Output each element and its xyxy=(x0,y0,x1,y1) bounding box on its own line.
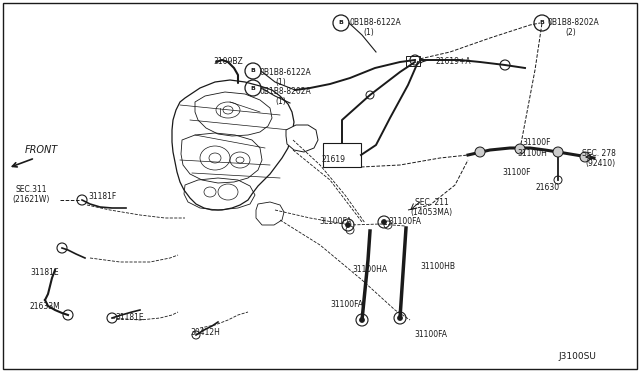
Circle shape xyxy=(346,222,351,228)
Text: SEC. 278: SEC. 278 xyxy=(582,149,616,158)
Text: 0B1B8-8202A: 0B1B8-8202A xyxy=(259,87,311,96)
Text: 3L100FA: 3L100FA xyxy=(319,217,351,226)
Text: 0B1B8-6122A: 0B1B8-6122A xyxy=(349,18,401,27)
Text: 31100FA: 31100FA xyxy=(388,217,421,226)
Text: (2): (2) xyxy=(565,28,576,37)
Text: 31100H: 31100H xyxy=(517,149,547,158)
Text: B: B xyxy=(540,20,545,26)
Circle shape xyxy=(360,317,365,323)
Circle shape xyxy=(553,147,563,157)
Text: (14053MA): (14053MA) xyxy=(410,208,452,217)
Text: B: B xyxy=(251,86,255,90)
Text: (21621W): (21621W) xyxy=(12,195,49,204)
Text: B: B xyxy=(251,68,255,74)
Circle shape xyxy=(515,144,525,154)
Text: (92410): (92410) xyxy=(585,159,615,168)
Text: 21630: 21630 xyxy=(536,183,560,192)
Text: SEC.311: SEC.311 xyxy=(15,185,47,194)
Circle shape xyxy=(397,315,403,321)
Text: 31100F: 31100F xyxy=(502,168,531,177)
Text: 31181F: 31181F xyxy=(88,192,116,201)
PathPatch shape xyxy=(256,202,284,225)
Text: 21619: 21619 xyxy=(321,155,345,164)
Text: (1): (1) xyxy=(275,78,285,87)
Text: 31100F: 31100F xyxy=(522,138,550,147)
Text: 0B1B8-8202A: 0B1B8-8202A xyxy=(547,18,599,27)
Text: 3109BZ: 3109BZ xyxy=(213,57,243,66)
Text: SEC. 211: SEC. 211 xyxy=(415,198,449,207)
Text: FRONT: FRONT xyxy=(25,145,58,155)
Bar xyxy=(406,56,420,66)
Text: (1): (1) xyxy=(275,97,285,106)
Text: (1): (1) xyxy=(363,28,374,37)
Circle shape xyxy=(381,219,387,224)
Text: B: B xyxy=(339,20,344,26)
Text: 31181E: 31181E xyxy=(115,313,143,322)
Text: 31181E: 31181E xyxy=(30,268,59,277)
Text: 21619+A: 21619+A xyxy=(436,57,472,66)
Text: 31100FA: 31100FA xyxy=(414,330,447,339)
Text: 31100HB: 31100HB xyxy=(420,262,455,271)
Text: 30412H: 30412H xyxy=(190,328,220,337)
Text: 0B1B8-6122A: 0B1B8-6122A xyxy=(259,68,311,77)
PathPatch shape xyxy=(172,80,294,210)
Text: 31100FA: 31100FA xyxy=(330,300,363,309)
Text: J3100SU: J3100SU xyxy=(558,352,596,361)
Circle shape xyxy=(475,147,485,157)
Circle shape xyxy=(580,152,590,162)
Bar xyxy=(323,143,361,167)
PathPatch shape xyxy=(286,125,318,152)
Text: 21633M: 21633M xyxy=(30,302,61,311)
Text: 31100HA: 31100HA xyxy=(352,265,387,274)
